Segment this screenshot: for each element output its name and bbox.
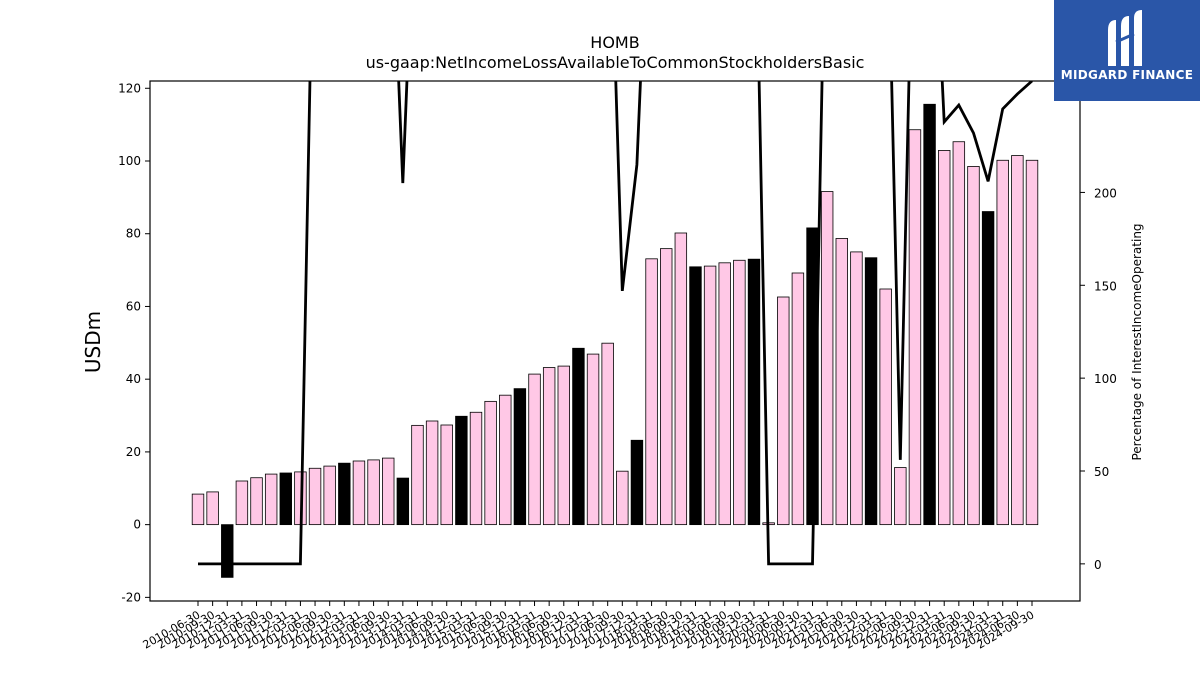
y2-tick-label: 100 [1094,372,1117,386]
bar-2016-06-30 [542,367,556,526]
bar-2015-06-30 [484,400,497,526]
bar-2013-03-31 [352,460,366,526]
bar-2018-12-31 [689,266,702,526]
midgard-logo-icon [1108,10,1142,66]
bar-2014-12-31 [455,415,468,526]
bar-2019-03-31 [703,265,717,526]
y-tick-label: -20 [121,590,141,604]
y2-tick-label: 50 [1094,465,1109,479]
bar-group [191,103,1039,578]
bar-2015-09-30 [499,394,512,526]
bar-2013-12-31 [396,477,410,526]
bar-2017-12-31 [630,439,644,526]
y-tick-label: 80 [126,227,141,241]
bar-2021-03-31 [820,191,834,526]
bar-2014-03-31 [411,424,424,526]
bar-2011-06-30 [250,477,263,526]
y2-tick-label: 200 [1094,186,1117,200]
bar-2021-09-30 [850,251,863,526]
bar-2024-06-30 [1011,155,1024,526]
y-tick-label: 120 [118,81,141,95]
y2-tick-label: 0 [1094,558,1102,572]
bar-2010-06-30 [191,493,205,526]
bar-2022-09-30 [908,129,922,526]
bar-2023-06-30 [952,141,966,526]
bar-2020-09-30 [791,272,805,526]
bar-2017-03-31 [586,353,600,526]
bar-2012-12-31 [338,462,351,526]
axes-layer: -200204060801001200501001502002010-06-30… [118,80,1117,652]
y-tick-label: 40 [126,372,141,386]
plot-frame [149,80,1081,602]
bar-2020-06-30 [777,296,790,526]
bar-2016-12-31 [572,347,585,526]
y2-tick-label: 150 [1094,279,1117,293]
bar-2012-06-30 [308,467,322,526]
bar-2023-12-31 [981,211,995,526]
bar-2023-03-31 [938,150,951,526]
y-tick-label: 60 [126,299,141,313]
y-tick-label: 0 [133,518,141,532]
bar-2019-06-30 [718,262,731,526]
bar-2018-06-30 [660,248,673,526]
bar-2018-09-30 [674,232,688,526]
bar-2012-09-30 [323,465,336,526]
bar-2017-06-30 [601,342,614,526]
bar-2013-09-30 [382,457,395,526]
bar-2016-03-31 [528,373,541,526]
bar-2022-12-31 [923,103,936,526]
bar-2021-06-30 [835,238,848,526]
chart-title: HOMB [590,33,639,52]
bar-2022-06-30 [894,467,907,526]
brand-name: MIDGARD FINANCE [1060,68,1194,82]
bar-2016-09-30 [557,365,570,526]
bar-2015-12-31 [513,388,527,526]
bar-2019-09-30 [733,259,746,526]
y2-axis-label: Percentage of InterestIncomeOperating [1130,223,1144,460]
bar-2011-12-31 [279,472,292,526]
bar-2022-03-31 [879,288,892,526]
bar-2019-12-31 [747,258,761,526]
bar-2010-09-30 [206,491,219,526]
bar-2015-03-31 [469,411,483,526]
y-tick-label: 20 [126,445,141,459]
bar-2010-12-31 [221,524,234,578]
brand-logo: MIDGARD FINANCE [1054,0,1200,101]
y-tick-label: 100 [118,154,141,168]
bar-2018-03-31 [645,258,658,526]
bar-2014-06-30 [425,420,439,526]
chart-subtitle: us-gaap:NetIncomeLossAvailableToCommonSt… [366,53,865,72]
bar-2024-03-31 [996,159,1009,526]
bar-2011-03-31 [235,480,249,526]
bar-2023-09-30 [967,166,980,526]
bar-2013-06-30 [367,459,380,526]
y-axis-label: USDm [81,311,105,373]
bar-2014-09-30 [440,424,453,526]
bar-2021-12-31 [864,257,878,526]
bar-2011-09-30 [264,473,278,526]
line-layer [198,81,1033,566]
bar-2017-09-30 [616,470,629,526]
series-line [198,81,1033,566]
bar-2024-09-30 [1025,159,1039,526]
